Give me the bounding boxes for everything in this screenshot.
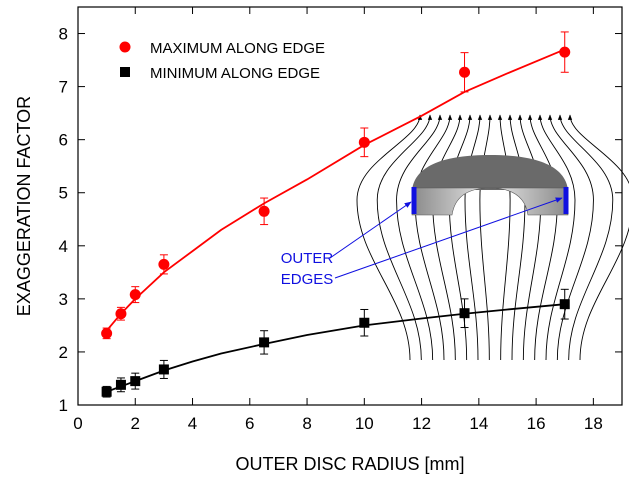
x-tick-label: 18 xyxy=(584,414,603,433)
legend-marker xyxy=(120,67,130,77)
legend-label: MAXIMUM ALONG EDGE xyxy=(150,40,325,57)
plot-frame xyxy=(77,6,623,406)
field-line xyxy=(507,114,526,361)
field-line xyxy=(567,114,629,361)
y-tick-label: 2 xyxy=(59,343,68,362)
y-tick-label: 5 xyxy=(59,184,68,203)
field-line xyxy=(396,114,443,361)
field-line xyxy=(537,114,576,361)
point xyxy=(459,308,470,319)
point xyxy=(459,66,471,78)
field-line xyxy=(547,114,594,361)
field-line xyxy=(432,114,463,361)
x-tick-label: 4 xyxy=(188,414,197,433)
x-tick-label: 0 xyxy=(73,414,82,433)
point xyxy=(358,136,370,148)
point xyxy=(129,289,141,301)
point xyxy=(130,376,141,387)
x-tick-label: 12 xyxy=(412,414,431,433)
annotation: EDGES xyxy=(281,271,334,288)
point xyxy=(359,317,370,328)
legend-marker xyxy=(119,41,131,53)
disc-top xyxy=(412,155,568,190)
field-line xyxy=(356,114,423,361)
x-tick-label: 6 xyxy=(245,414,254,433)
x-tick-label: 8 xyxy=(302,414,311,433)
fit-line xyxy=(105,48,566,332)
point xyxy=(158,364,169,375)
field-line xyxy=(557,114,614,361)
point xyxy=(559,46,571,58)
x-tick-label: 16 xyxy=(527,414,546,433)
y-axis-label: EXAGGERATION FACTOR xyxy=(14,96,34,316)
annotation: OUTER xyxy=(281,250,334,267)
y-tick-label: 3 xyxy=(59,290,68,309)
inset-diagram: OUTER EDGES xyxy=(281,114,629,361)
legend-label: MINIMUM ALONG EDGE xyxy=(150,65,320,82)
field-line xyxy=(376,114,433,361)
y-tick-label: 8 xyxy=(59,25,68,44)
x-tick-label: 10 xyxy=(355,414,374,433)
y-tick-label: 7 xyxy=(59,78,68,97)
x-tick-label: 2 xyxy=(131,414,140,433)
annotation-arrow xyxy=(334,197,563,279)
disc-body xyxy=(411,187,569,216)
field-line xyxy=(464,114,483,361)
field-line xyxy=(479,114,493,361)
point xyxy=(559,299,570,310)
point xyxy=(115,379,126,390)
point xyxy=(259,337,270,348)
point xyxy=(101,386,112,397)
annotation-arrow xyxy=(329,201,412,259)
point xyxy=(101,327,113,339)
y-tick-label: 4 xyxy=(59,237,68,256)
point xyxy=(258,205,270,217)
field-line xyxy=(414,114,453,361)
x-axis-label: OUTER DISC RADIUS [mm] xyxy=(235,454,464,474)
field-line xyxy=(497,114,511,361)
fit-line xyxy=(106,303,565,393)
x-tick-label: 14 xyxy=(469,414,488,433)
y-tick-label: 6 xyxy=(59,131,68,150)
y-tick-label: 1 xyxy=(59,396,68,415)
point xyxy=(115,308,127,320)
field-line xyxy=(527,114,558,361)
point xyxy=(158,258,170,270)
